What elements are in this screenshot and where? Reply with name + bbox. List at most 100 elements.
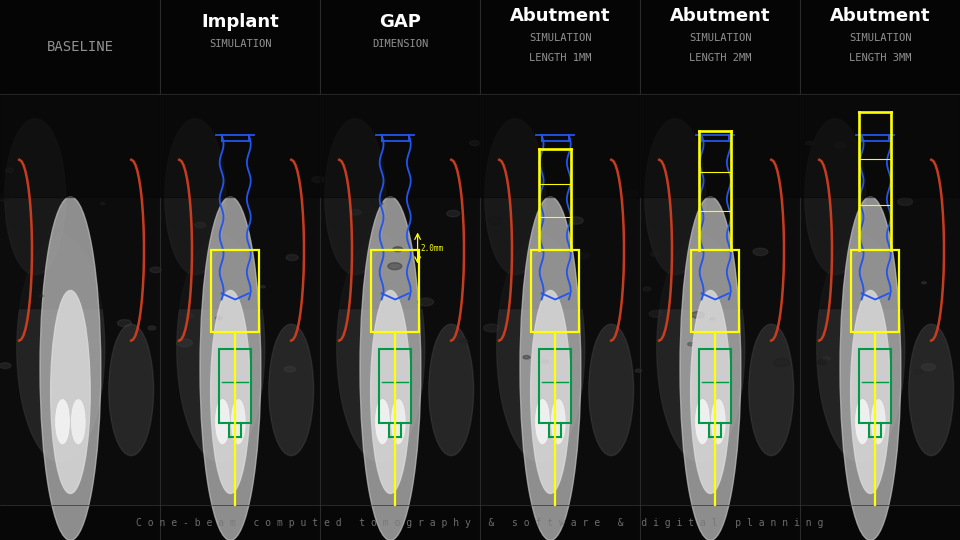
Text: BASELINE: BASELINE <box>46 40 113 54</box>
Bar <box>480 94 640 197</box>
Bar <box>0 94 160 197</box>
Bar <box>480 94 640 308</box>
Ellipse shape <box>284 366 296 372</box>
Ellipse shape <box>711 400 725 443</box>
Ellipse shape <box>898 198 913 205</box>
Ellipse shape <box>552 400 565 443</box>
Ellipse shape <box>393 247 402 252</box>
Ellipse shape <box>804 119 866 275</box>
Bar <box>0 505 960 540</box>
Ellipse shape <box>360 197 420 540</box>
Text: C o n e - b e a m   c o m p u t e d   t o m o g r a p h y   &   s o f t w a r e : C o n e - b e a m c o m p u t e d t o m … <box>136 517 824 528</box>
Ellipse shape <box>484 324 499 332</box>
Ellipse shape <box>0 194 9 201</box>
Ellipse shape <box>909 324 953 456</box>
Ellipse shape <box>117 320 132 327</box>
Ellipse shape <box>375 400 389 443</box>
Ellipse shape <box>446 211 460 217</box>
Ellipse shape <box>195 222 205 228</box>
Ellipse shape <box>148 326 156 330</box>
Bar <box>219 349 252 423</box>
Ellipse shape <box>485 119 545 275</box>
Ellipse shape <box>840 197 900 540</box>
Bar <box>540 349 571 423</box>
Ellipse shape <box>691 312 705 318</box>
Ellipse shape <box>16 236 105 462</box>
Ellipse shape <box>371 291 410 494</box>
Bar <box>640 94 800 505</box>
Bar <box>0 94 960 505</box>
Text: Implant: Implant <box>202 13 278 31</box>
Bar <box>640 94 800 197</box>
Ellipse shape <box>690 291 731 494</box>
Ellipse shape <box>541 360 548 363</box>
Ellipse shape <box>709 318 715 320</box>
Ellipse shape <box>392 400 405 443</box>
Text: 2.0mm: 2.0mm <box>420 244 444 253</box>
Ellipse shape <box>687 342 694 346</box>
Ellipse shape <box>469 141 480 146</box>
Ellipse shape <box>645 119 706 275</box>
Ellipse shape <box>269 324 314 456</box>
Ellipse shape <box>101 202 105 205</box>
Ellipse shape <box>216 400 229 443</box>
Text: SIMULATION: SIMULATION <box>688 33 752 43</box>
Text: DIMENSION: DIMENSION <box>372 39 428 49</box>
Ellipse shape <box>72 400 85 443</box>
Bar <box>531 250 579 333</box>
Ellipse shape <box>460 339 468 343</box>
Bar <box>320 94 480 197</box>
Ellipse shape <box>536 400 549 443</box>
Ellipse shape <box>650 252 659 256</box>
Bar <box>800 94 960 197</box>
Ellipse shape <box>5 168 13 172</box>
Ellipse shape <box>749 324 794 456</box>
Bar <box>0 94 160 308</box>
Bar <box>699 349 732 423</box>
Ellipse shape <box>636 369 641 372</box>
Bar <box>379 349 411 423</box>
Ellipse shape <box>643 287 651 291</box>
Ellipse shape <box>337 236 424 462</box>
Ellipse shape <box>210 291 251 494</box>
Ellipse shape <box>531 291 570 494</box>
Text: SIMULATION: SIMULATION <box>529 33 591 43</box>
Text: SIMULATION: SIMULATION <box>208 39 272 49</box>
Ellipse shape <box>855 400 869 443</box>
Ellipse shape <box>150 267 161 273</box>
Ellipse shape <box>817 236 904 462</box>
Ellipse shape <box>286 254 299 261</box>
Ellipse shape <box>914 369 924 374</box>
Ellipse shape <box>350 210 361 215</box>
Bar <box>691 250 739 333</box>
Ellipse shape <box>260 286 265 288</box>
Bar <box>160 94 320 197</box>
Ellipse shape <box>520 197 581 540</box>
Bar <box>160 94 320 505</box>
Ellipse shape <box>418 298 434 306</box>
Text: LENGTH 2MM: LENGTH 2MM <box>688 53 752 63</box>
Ellipse shape <box>0 363 11 368</box>
Ellipse shape <box>165 119 226 275</box>
Bar <box>800 94 960 308</box>
Text: LENGTH 1MM: LENGTH 1MM <box>529 53 591 63</box>
Ellipse shape <box>312 177 324 183</box>
Ellipse shape <box>577 252 589 259</box>
Bar <box>480 94 640 505</box>
Ellipse shape <box>177 339 192 347</box>
Ellipse shape <box>523 355 530 359</box>
Ellipse shape <box>623 190 637 198</box>
Ellipse shape <box>371 200 383 206</box>
Ellipse shape <box>429 324 473 456</box>
Ellipse shape <box>774 359 790 367</box>
Ellipse shape <box>753 248 768 255</box>
Ellipse shape <box>568 217 584 224</box>
Text: Abutment: Abutment <box>670 7 770 25</box>
Ellipse shape <box>823 356 830 360</box>
Text: Abutment: Abutment <box>829 7 930 25</box>
Ellipse shape <box>489 217 503 224</box>
Ellipse shape <box>108 324 154 456</box>
Bar <box>0 0 960 94</box>
Ellipse shape <box>922 281 926 284</box>
Ellipse shape <box>649 310 662 317</box>
